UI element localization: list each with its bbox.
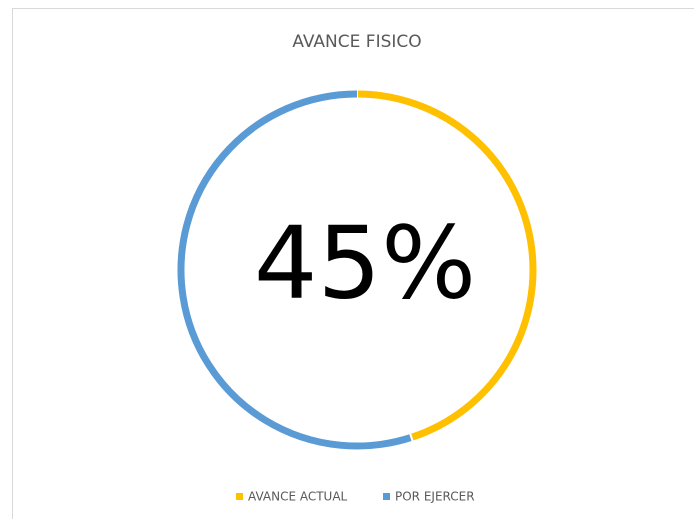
donut-segment: [356, 90, 537, 441]
legend-label: POR EJERCER: [395, 490, 475, 504]
segment-gap: [408, 431, 415, 444]
center-label: 45%: [254, 204, 476, 321]
legend-label: AVANCE ACTUAL: [248, 490, 348, 504]
donut-segment: [177, 90, 413, 450]
chart-title: AVANCE FISICO: [292, 32, 421, 52]
legend-swatch: [383, 493, 390, 500]
legend-swatch: [236, 493, 243, 500]
